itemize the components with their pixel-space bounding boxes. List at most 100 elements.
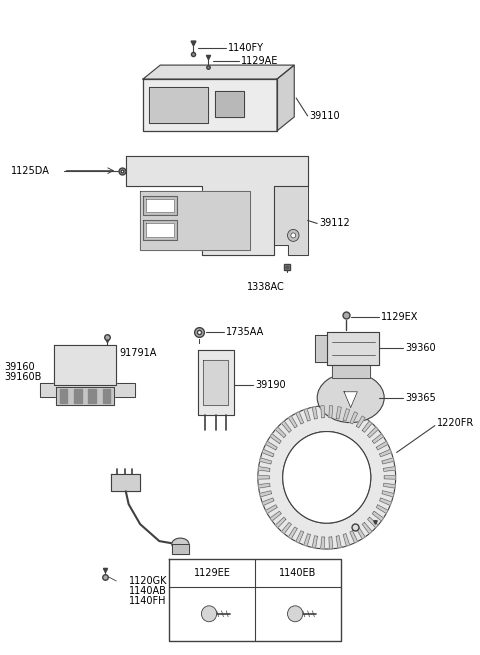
Polygon shape — [288, 416, 297, 428]
Polygon shape — [327, 332, 379, 365]
Polygon shape — [343, 534, 350, 546]
Polygon shape — [372, 434, 384, 443]
Polygon shape — [274, 185, 308, 255]
Text: 1220FR: 1220FR — [437, 418, 474, 428]
Polygon shape — [376, 441, 388, 450]
Polygon shape — [277, 65, 294, 131]
Polygon shape — [343, 409, 350, 421]
Polygon shape — [143, 79, 277, 131]
Text: 39112: 39112 — [319, 219, 350, 229]
Polygon shape — [344, 392, 358, 407]
Polygon shape — [288, 527, 297, 539]
Text: 1125DA: 1125DA — [11, 166, 50, 176]
Polygon shape — [329, 537, 333, 549]
Polygon shape — [88, 388, 96, 403]
Ellipse shape — [172, 538, 189, 550]
Polygon shape — [262, 449, 274, 457]
Circle shape — [258, 405, 396, 549]
Polygon shape — [56, 386, 114, 405]
Polygon shape — [149, 87, 208, 123]
Text: 1140FH: 1140FH — [129, 596, 166, 606]
Text: 1129EX: 1129EX — [381, 312, 419, 322]
Polygon shape — [260, 491, 272, 497]
Polygon shape — [260, 458, 272, 464]
Polygon shape — [143, 65, 294, 79]
Polygon shape — [265, 441, 277, 450]
Polygon shape — [304, 409, 311, 421]
Polygon shape — [356, 416, 365, 428]
Polygon shape — [312, 536, 317, 548]
Polygon shape — [312, 407, 317, 419]
Polygon shape — [321, 537, 324, 549]
Polygon shape — [281, 421, 291, 432]
Circle shape — [288, 606, 303, 622]
Text: 1735AA: 1735AA — [226, 327, 264, 337]
Polygon shape — [384, 466, 396, 472]
Polygon shape — [350, 531, 358, 543]
Polygon shape — [270, 512, 281, 521]
Text: 1129AE: 1129AE — [240, 56, 278, 66]
Text: 1120GK: 1120GK — [129, 576, 167, 586]
Polygon shape — [336, 407, 341, 419]
Polygon shape — [198, 350, 234, 415]
Polygon shape — [336, 536, 341, 548]
Polygon shape — [382, 458, 394, 464]
Polygon shape — [368, 517, 378, 528]
Text: 1338AC: 1338AC — [247, 282, 284, 292]
Polygon shape — [384, 483, 396, 488]
Polygon shape — [215, 91, 243, 117]
Ellipse shape — [317, 373, 384, 422]
Polygon shape — [258, 466, 270, 472]
Polygon shape — [146, 198, 174, 212]
Circle shape — [288, 229, 299, 241]
Text: 1140FY: 1140FY — [228, 43, 264, 53]
Polygon shape — [380, 449, 392, 457]
Polygon shape — [74, 388, 82, 403]
Circle shape — [283, 432, 371, 523]
Polygon shape — [362, 421, 372, 432]
Polygon shape — [140, 191, 250, 250]
Polygon shape — [384, 476, 396, 479]
Polygon shape — [126, 156, 308, 255]
Text: 39360: 39360 — [405, 343, 436, 353]
Polygon shape — [372, 512, 384, 521]
Polygon shape — [258, 483, 270, 488]
Polygon shape — [376, 505, 388, 514]
Polygon shape — [172, 544, 189, 554]
Polygon shape — [281, 523, 291, 534]
Text: 39160: 39160 — [4, 362, 35, 372]
Polygon shape — [368, 427, 378, 438]
Text: 1140AB: 1140AB — [129, 586, 167, 596]
Polygon shape — [262, 498, 274, 506]
Polygon shape — [103, 388, 110, 403]
Polygon shape — [265, 505, 277, 514]
Polygon shape — [296, 531, 304, 543]
Text: 1129EE: 1129EE — [193, 568, 230, 578]
Polygon shape — [143, 221, 177, 240]
Circle shape — [283, 432, 371, 523]
Text: 39190: 39190 — [255, 380, 286, 390]
Polygon shape — [276, 427, 286, 438]
Text: 39365: 39365 — [405, 393, 436, 403]
Text: 39160B: 39160B — [4, 372, 42, 382]
Polygon shape — [270, 434, 281, 443]
Text: 91791A: 91791A — [119, 348, 156, 358]
Polygon shape — [258, 476, 269, 479]
Polygon shape — [296, 412, 304, 424]
Polygon shape — [356, 527, 365, 539]
Polygon shape — [40, 383, 135, 397]
Polygon shape — [146, 223, 174, 237]
Polygon shape — [143, 196, 177, 215]
Polygon shape — [329, 405, 333, 418]
Polygon shape — [332, 365, 370, 378]
Polygon shape — [350, 412, 358, 424]
Circle shape — [291, 233, 296, 238]
Polygon shape — [382, 491, 394, 497]
Polygon shape — [380, 498, 392, 506]
Polygon shape — [204, 360, 228, 405]
Text: 39110: 39110 — [310, 111, 340, 121]
Polygon shape — [60, 388, 67, 403]
Polygon shape — [321, 405, 324, 418]
Text: 1140EB: 1140EB — [279, 568, 317, 578]
Polygon shape — [362, 523, 372, 534]
